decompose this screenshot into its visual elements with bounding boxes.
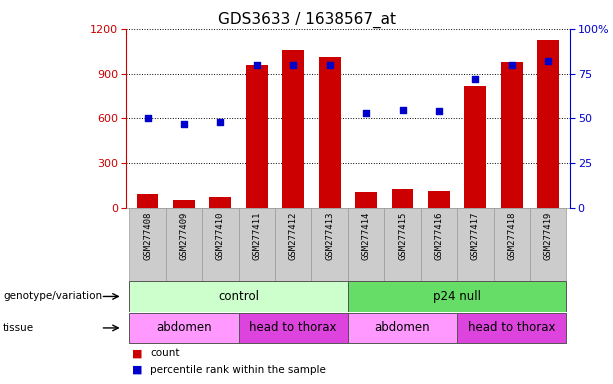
Text: GSM277415: GSM277415 <box>398 211 407 260</box>
Text: p24 null: p24 null <box>433 290 481 303</box>
Text: GSM277408: GSM277408 <box>143 211 152 260</box>
Bar <box>129 313 238 343</box>
Text: GSM277409: GSM277409 <box>180 211 188 260</box>
Point <box>143 115 153 121</box>
Point <box>216 119 226 125</box>
Bar <box>311 208 348 281</box>
Bar <box>348 208 384 281</box>
Bar <box>355 192 377 208</box>
Bar <box>384 208 421 281</box>
Text: count: count <box>150 348 180 359</box>
Text: GSM277418: GSM277418 <box>508 211 516 260</box>
Text: head to thorax: head to thorax <box>249 321 337 334</box>
Point <box>398 106 408 113</box>
Bar <box>428 191 450 208</box>
Point <box>288 62 298 68</box>
Bar <box>166 208 202 281</box>
Bar <box>493 208 530 281</box>
Text: percentile rank within the sample: percentile rank within the sample <box>150 365 326 375</box>
Text: GSM277414: GSM277414 <box>362 211 371 260</box>
Bar <box>530 208 566 281</box>
Bar <box>246 65 268 208</box>
Bar <box>238 208 275 281</box>
Bar <box>538 40 559 208</box>
Text: GSM277410: GSM277410 <box>216 211 225 260</box>
Text: GSM277412: GSM277412 <box>289 211 298 260</box>
Bar <box>283 50 304 208</box>
Point <box>252 62 262 68</box>
Bar <box>173 200 195 208</box>
Text: GSM277419: GSM277419 <box>544 211 553 260</box>
Text: GSM277411: GSM277411 <box>253 211 261 260</box>
Bar <box>465 86 486 208</box>
Bar <box>457 208 493 281</box>
Bar <box>457 313 566 343</box>
Bar <box>392 189 413 208</box>
Bar <box>137 194 158 208</box>
Bar <box>129 281 348 311</box>
Text: genotype/variation: genotype/variation <box>3 291 102 301</box>
Bar <box>202 208 238 281</box>
Bar <box>319 58 341 208</box>
Text: GDS3633 / 1638567_at: GDS3633 / 1638567_at <box>218 12 395 28</box>
Point <box>434 108 444 114</box>
Bar <box>210 197 231 208</box>
Bar <box>238 313 348 343</box>
Text: control: control <box>218 290 259 303</box>
Point <box>543 58 553 65</box>
Bar <box>275 208 311 281</box>
Bar <box>501 62 523 208</box>
Text: abdomen: abdomen <box>156 321 211 334</box>
Point <box>179 121 189 127</box>
Point <box>325 62 335 68</box>
Point <box>507 62 517 68</box>
Text: abdomen: abdomen <box>375 321 430 334</box>
Text: GSM277417: GSM277417 <box>471 211 480 260</box>
Text: GSM277413: GSM277413 <box>325 211 334 260</box>
Bar <box>348 313 457 343</box>
Text: ■: ■ <box>132 365 142 375</box>
Point <box>470 76 480 82</box>
Bar <box>348 281 566 311</box>
Bar <box>421 208 457 281</box>
Text: tissue: tissue <box>3 323 34 333</box>
Text: ■: ■ <box>132 348 142 359</box>
Text: GSM277416: GSM277416 <box>435 211 443 260</box>
Text: head to thorax: head to thorax <box>468 321 555 334</box>
Bar <box>129 208 166 281</box>
Point <box>361 110 371 116</box>
